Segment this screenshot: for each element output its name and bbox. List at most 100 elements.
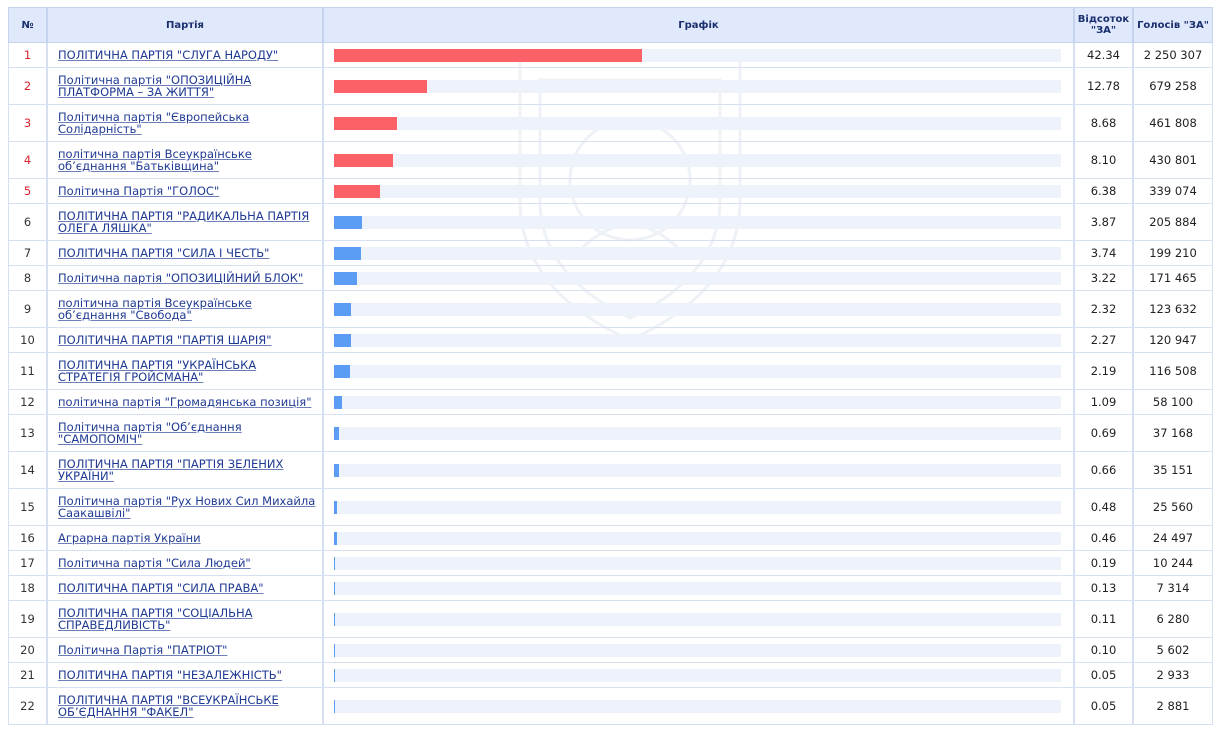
bar-track: [334, 246, 1061, 260]
bar-fill: [334, 48, 642, 62]
bar-track: [334, 668, 1061, 682]
votes-value: 339 074: [1133, 179, 1213, 204]
bar-track: [334, 699, 1061, 713]
votes-value: 7 314: [1133, 576, 1213, 601]
bar-fill: [334, 246, 362, 260]
votes-value: 679 258: [1133, 68, 1213, 105]
party-cell: ПОЛІТИЧНА ПАРТІЯ "СИЛА І ЧЕСТЬ": [47, 241, 323, 266]
bar-track: [334, 612, 1061, 626]
table-row: 18 ПОЛІТИЧНА ПАРТІЯ "СИЛА ПРАВА" 0.13 7 314: [8, 576, 1213, 601]
party-link[interactable]: Аграрна партія України: [58, 531, 201, 545]
party-link[interactable]: Політична Партія "ГОЛОС": [58, 184, 220, 198]
percent-value: 3.74: [1074, 241, 1133, 266]
party-link[interactable]: ПОЛІТИЧНА ПАРТІЯ "СЛУГА НАРОДУ": [58, 48, 279, 62]
party-cell: Політична партія "ОПОЗИЦІЙНИЙ БЛОК": [47, 266, 323, 291]
bar-cell: [323, 688, 1074, 725]
row-number: 11: [8, 353, 47, 390]
percent-value: 12.78: [1074, 68, 1133, 105]
percent-value: 8.10: [1074, 142, 1133, 179]
percent-value: 3.87: [1074, 204, 1133, 241]
party-link[interactable]: політична партія "Громадянська позиція": [58, 395, 312, 409]
party-link[interactable]: ПОЛІТИЧНА ПАРТІЯ "НЕЗАЛЕЖНІСТЬ": [58, 668, 282, 682]
party-link[interactable]: ПОЛІТИЧНА ПАРТІЯ "СОЦІАЛЬНА СПРАВЕДЛИВІС…: [58, 606, 253, 632]
party-link[interactable]: Політична партія "Сила Людей": [58, 556, 251, 570]
bar-track: [334, 395, 1061, 409]
votes-value: 58 100: [1133, 390, 1213, 415]
votes-value: 24 497: [1133, 526, 1213, 551]
header-percent: Відсоток "ЗА": [1074, 7, 1133, 43]
bar-fill: [334, 153, 393, 167]
table-row: 8 Політична партія "ОПОЗИЦІЙНИЙ БЛОК" 3.22…: [8, 266, 1213, 291]
percent-value: 0.10: [1074, 638, 1133, 663]
bar-cell: [323, 179, 1074, 204]
bar-track: [334, 271, 1061, 285]
bar-fill: [334, 463, 339, 477]
party-link[interactable]: Політична партія "ОПОЗИЦІЙНИЙ БЛОК": [58, 271, 304, 285]
party-cell: політична партія "Громадянська позиція": [47, 390, 323, 415]
party-link[interactable]: Політична партія "Об’єднання "САМОПОМІЧ": [58, 420, 242, 446]
bar-cell: [323, 601, 1074, 638]
bar-fill: [334, 426, 340, 440]
row-number: 19: [8, 601, 47, 638]
table-row: 20 Політична Партія "ПАТРІОТ" 0.10 5 602: [8, 638, 1213, 663]
party-cell: ПОЛІТИЧНА ПАРТІЯ "ПАРТІЯ ШАРІЯ": [47, 328, 323, 353]
row-number: 12: [8, 390, 47, 415]
bar-track: [334, 556, 1061, 570]
votes-value: 120 947: [1133, 328, 1213, 353]
bar-track: [334, 500, 1061, 514]
bar-cell: [323, 415, 1074, 452]
bar-track: [334, 333, 1061, 347]
row-number: 5: [8, 179, 47, 204]
table-row: 22 ПОЛІТИЧНА ПАРТІЯ "ВСЕУКРАЇНСЬКЕ ОБ’ЄДН…: [8, 688, 1213, 725]
bar-fill: [334, 184, 381, 198]
party-link[interactable]: ПОЛІТИЧНА ПАРТІЯ "СИЛА ПРАВА": [58, 581, 264, 595]
votes-value: 205 884: [1133, 204, 1213, 241]
table-row: 13 Політична партія "Об’єднання "САМОПОМІ…: [8, 415, 1213, 452]
party-cell: Політична партія "Європейська Солідарніс…: [47, 105, 323, 142]
party-link[interactable]: Політична партія "Рух Нових Сил Михайла …: [58, 494, 316, 520]
table-row: 7 ПОЛІТИЧНА ПАРТІЯ "СИЛА І ЧЕСТЬ" 3.74 199 …: [8, 241, 1213, 266]
results-table: № Партія Графік Відсоток "ЗА" Голосів "З…: [8, 7, 1213, 725]
party-link[interactable]: ПОЛІТИЧНА ПАРТІЯ "РАДИКАЛЬНА ПАРТІЯ ОЛЕГ…: [58, 209, 310, 235]
party-link[interactable]: Політична партія "Європейська Солідарніс…: [58, 110, 250, 136]
party-link[interactable]: ПОЛІТИЧНА ПАРТІЯ "УКРАЇНСЬКА СТРАТЕГІЯ Г…: [58, 358, 257, 384]
party-link[interactable]: політична партія Всеукраїнське об’єднанн…: [58, 147, 252, 173]
table-header: № Партія Графік Відсоток "ЗА" Голосів "З…: [8, 7, 1213, 43]
percent-value: 0.66: [1074, 452, 1133, 489]
bar-cell: [323, 489, 1074, 526]
row-number: 20: [8, 638, 47, 663]
table-row: 21 ПОЛІТИЧНА ПАРТІЯ "НЕЗАЛЕЖНІСТЬ" 0.05 2 9…: [8, 663, 1213, 688]
table-row: 5 Політична Партія "ГОЛОС" 6.38 339 074: [8, 179, 1213, 204]
percent-value: 0.11: [1074, 601, 1133, 638]
party-cell: ПОЛІТИЧНА ПАРТІЯ "ПАРТІЯ ЗЕЛЕНИХ УКРАЇНИ…: [47, 452, 323, 489]
party-link[interactable]: політична партія Всеукраїнське об’єднанн…: [58, 296, 252, 322]
bar-track: [334, 153, 1061, 167]
party-cell: Політична партія "Рух Нових Сил Михайла …: [47, 489, 323, 526]
votes-value: 5 602: [1133, 638, 1213, 663]
row-number: 9: [8, 291, 47, 328]
row-number: 1: [8, 43, 47, 68]
party-cell: Політична партія "Сила Людей": [47, 551, 323, 576]
votes-value: 2 933: [1133, 663, 1213, 688]
bar-fill: [334, 556, 336, 570]
header-num: №: [8, 7, 47, 43]
party-cell: ПОЛІТИЧНА ПАРТІЯ "ВСЕУКРАЇНСЬКЕ ОБ’ЄДНАН…: [47, 688, 323, 725]
party-link[interactable]: ПОЛІТИЧНА ПАРТІЯ "ВСЕУКРАЇНСЬКЕ ОБ’ЄДНАН…: [58, 693, 279, 719]
party-link[interactable]: Політична партія "ОПОЗИЦІЙНА ПЛАТФОРМА –…: [58, 73, 252, 99]
table-row: 10 ПОЛІТИЧНА ПАРТІЯ "ПАРТІЯ ШАРІЯ" 2.27 120…: [8, 328, 1213, 353]
percent-value: 2.19: [1074, 353, 1133, 390]
row-number: 2: [8, 68, 47, 105]
bar-fill: [334, 612, 335, 626]
bar-fill: [334, 333, 351, 347]
party-link[interactable]: ПОЛІТИЧНА ПАРТІЯ "СИЛА І ЧЕСТЬ": [58, 246, 270, 260]
party-link[interactable]: ПОЛІТИЧНА ПАРТІЯ "ПАРТІЯ ЗЕЛЕНИХ УКРАЇНИ…: [58, 457, 284, 483]
percent-value: 6.38: [1074, 179, 1133, 204]
percent-value: 2.32: [1074, 291, 1133, 328]
percent-value: 2.27: [1074, 328, 1133, 353]
bar-cell: [323, 43, 1074, 68]
party-link[interactable]: Політична Партія "ПАТРІОТ": [58, 643, 228, 657]
table-row: 15 Політична партія "Рух Нових Сил Михайл…: [8, 489, 1213, 526]
row-number: 10: [8, 328, 47, 353]
party-link[interactable]: ПОЛІТИЧНА ПАРТІЯ "ПАРТІЯ ШАРІЯ": [58, 333, 272, 347]
row-number: 13: [8, 415, 47, 452]
